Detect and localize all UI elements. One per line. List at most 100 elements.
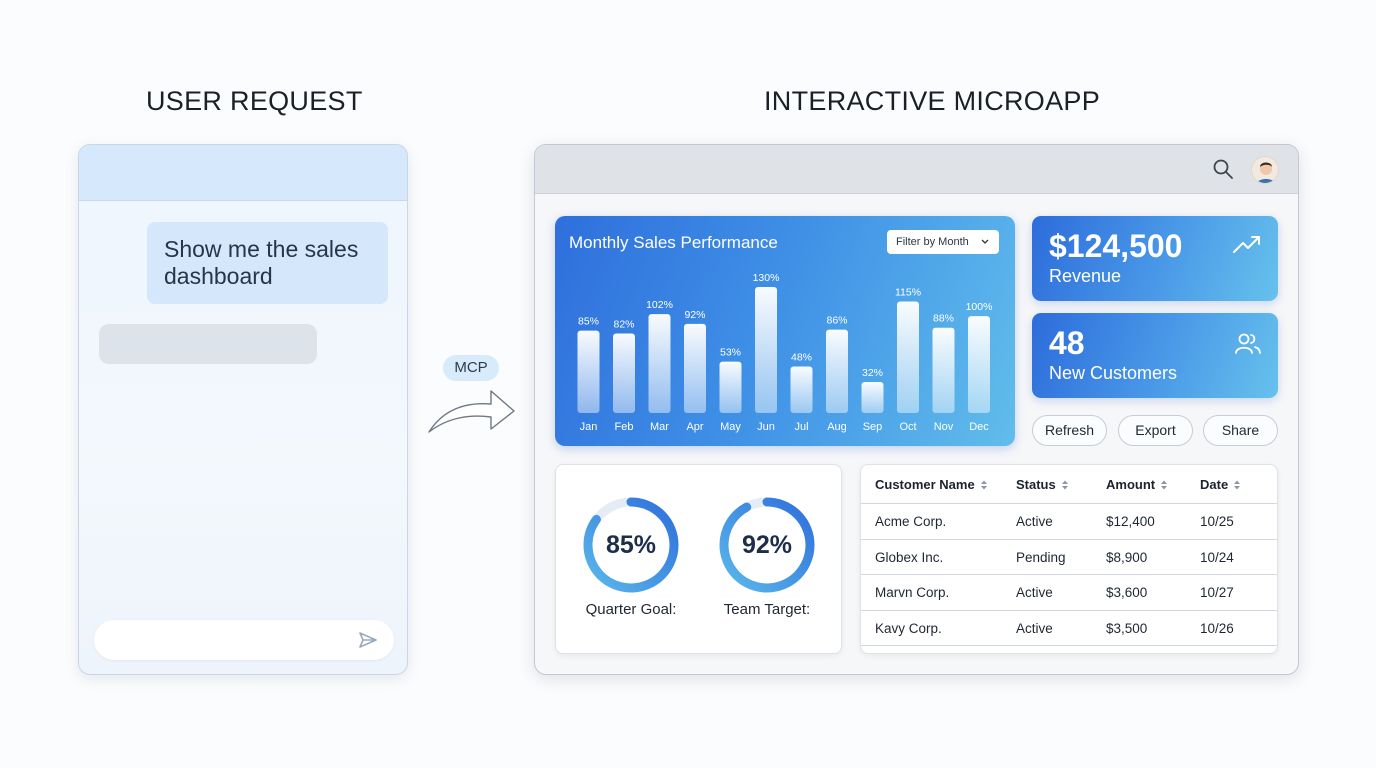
team-target-label: Team Target: bbox=[723, 601, 811, 618]
tick-label-jul: Jul bbox=[794, 421, 808, 433]
cell-status: Active bbox=[1016, 514, 1053, 529]
bar-oct[interactable] bbox=[897, 301, 919, 413]
user-request-heading: USER REQUEST bbox=[146, 86, 363, 116]
data-label-aug: 86% bbox=[826, 315, 847, 327]
quarter-goal-label: Quarter Goal: bbox=[585, 601, 677, 618]
data-label-jun: 130% bbox=[753, 272, 780, 284]
send-icon[interactable] bbox=[358, 630, 378, 650]
quarter-goal-gauge: 85% Quarter Goal: bbox=[576, 495, 686, 618]
bar-sep[interactable] bbox=[861, 381, 884, 413]
column-header-customer-name[interactable]: Customer Name bbox=[875, 465, 988, 505]
filter-by-month-dropdown[interactable]: Filter by Month bbox=[887, 230, 999, 254]
data-label-oct: 115% bbox=[895, 287, 921, 299]
bar-jun[interactable] bbox=[755, 287, 777, 413]
cell-status: Pending bbox=[1016, 549, 1066, 565]
cell-status: Active bbox=[1016, 585, 1053, 600]
revenue-label: Revenue bbox=[1049, 266, 1122, 286]
assistant-message-placeholder bbox=[99, 324, 317, 364]
users-icon bbox=[1235, 333, 1261, 354]
chat-panel: Show me the sales dashboard bbox=[78, 144, 408, 675]
tick-label-apr: Apr bbox=[686, 421, 703, 433]
column-header-amount[interactable]: Amount bbox=[1106, 465, 1168, 505]
tick-label-jan: Jan bbox=[580, 421, 598, 433]
filter-label: Filter by Month bbox=[896, 236, 969, 248]
column-header-status[interactable]: Status bbox=[1016, 465, 1069, 505]
refresh-button[interactable]: Refresh bbox=[1032, 415, 1107, 446]
cell-customer-name: Marvn Corp. bbox=[875, 585, 950, 600]
curved-arrow-icon bbox=[428, 390, 515, 433]
data-label-mar: 102% bbox=[646, 299, 673, 311]
table-row[interactable]: Marvn Corp. Active $3,600 10/27 bbox=[861, 575, 1277, 611]
export-button[interactable]: Export bbox=[1118, 415, 1193, 446]
new-customers-card: 48 New Customers bbox=[1032, 313, 1278, 398]
bar-feb[interactable] bbox=[613, 333, 635, 413]
bar-nov[interactable] bbox=[932, 327, 955, 413]
avatar-icon bbox=[1256, 162, 1276, 183]
team-target-ring bbox=[719, 497, 815, 593]
team-target-percent: 92% bbox=[741, 531, 793, 559]
bar-dec[interactable] bbox=[968, 316, 990, 413]
data-label-jul: 48% bbox=[791, 351, 812, 363]
table-row[interactable]: Acme Corp. Active $12,400 10/25 bbox=[861, 504, 1277, 540]
data-label-feb: 82% bbox=[613, 319, 634, 331]
column-header-date[interactable]: Date bbox=[1200, 465, 1241, 505]
cell-date: 10/24 bbox=[1200, 549, 1234, 565]
tick-label-aug: Aug bbox=[827, 421, 847, 433]
chevron-down-icon bbox=[981, 239, 989, 244]
chart-title: Monthly Sales Performance bbox=[569, 233, 778, 252]
data-label-nov: 88% bbox=[933, 313, 954, 325]
new-customers-value: 48 bbox=[1049, 325, 1085, 361]
customers-table: Customer Name Status Amount Date Acme Co… bbox=[860, 464, 1278, 654]
bar-chart: 85% Jan 82% Feb 102% Mar 92% Apr 53% May 130% Jun 48… bbox=[577, 272, 993, 433]
trend-up-icon bbox=[1233, 236, 1260, 253]
user-avatar[interactable] bbox=[1251, 156, 1279, 184]
tick-label-dec: Dec bbox=[969, 421, 989, 433]
cell-date: 10/25 bbox=[1200, 514, 1234, 529]
goals-card: 85% Quarter Goal: 92% Team Target: bbox=[555, 464, 842, 654]
user-message-bubble: Show me the sales dashboard bbox=[147, 222, 388, 304]
bar-mar[interactable] bbox=[648, 314, 671, 413]
revenue-value: $124,500 bbox=[1049, 228, 1183, 264]
bar-aug[interactable] bbox=[826, 329, 848, 413]
sort-icon bbox=[1061, 480, 1068, 490]
app-topbar bbox=[535, 145, 1298, 194]
tick-label-mar: Mar bbox=[650, 421, 669, 433]
cell-customer-name: Globex Inc. bbox=[875, 549, 944, 565]
monthly-sales-chart-card: 85% Jan 82% Feb 102% Mar 92% Apr 53% May 130% Jun 48… bbox=[555, 216, 1015, 446]
microapp-heading: INTERACTIVE MICROAPP bbox=[764, 86, 1101, 116]
cell-amount: $12,400 bbox=[1106, 514, 1155, 529]
cell-amount: $3,500 bbox=[1106, 620, 1148, 636]
quarter-goal-ring bbox=[583, 497, 679, 593]
data-label-may: 53% bbox=[720, 347, 741, 359]
table-row[interactable]: Kavy Corp. Active $3,500 10/26 bbox=[861, 611, 1277, 646]
bar-jul[interactable] bbox=[790, 366, 813, 413]
mcp-label: MCP bbox=[443, 355, 499, 381]
sort-icon bbox=[980, 480, 987, 490]
sort-icon bbox=[1161, 480, 1168, 490]
chat-header bbox=[79, 145, 407, 201]
data-label-jan: 85% bbox=[578, 316, 599, 328]
team-target-gauge: 92% Team Target: bbox=[712, 495, 822, 618]
chat-input[interactable] bbox=[94, 620, 394, 660]
tick-label-may: May bbox=[720, 421, 741, 433]
search-icon[interactable] bbox=[1212, 158, 1234, 180]
tick-label-sep: Sep bbox=[863, 421, 883, 433]
cell-status: Active bbox=[1016, 620, 1053, 636]
new-customers-label: New Customers bbox=[1049, 363, 1178, 383]
tick-label-oct: Oct bbox=[899, 421, 916, 433]
tick-label-nov: Nov bbox=[934, 421, 954, 433]
bar-apr[interactable] bbox=[684, 323, 706, 413]
data-label-sep: 32% bbox=[862, 367, 883, 379]
table-header-row: Customer Name Status Amount Date bbox=[861, 465, 1277, 505]
tick-label-jun: Jun bbox=[757, 421, 775, 433]
bar-jan[interactable] bbox=[577, 330, 600, 413]
sort-icon bbox=[1234, 480, 1241, 490]
table-row[interactable]: Globex Inc. Pending $8,900 10/24 bbox=[861, 540, 1277, 575]
microapp-window: 85% Jan 82% Feb 102% Mar 92% Apr 53% May 130% Jun 48… bbox=[534, 144, 1299, 675]
bar-may[interactable] bbox=[719, 361, 742, 413]
data-label-apr: 92% bbox=[684, 309, 705, 321]
data-label-dec: 100% bbox=[966, 301, 993, 313]
cell-customer-name: Kavy Corp. bbox=[875, 620, 942, 636]
cell-customer-name: Acme Corp. bbox=[875, 514, 947, 529]
share-button[interactable]: Share bbox=[1203, 415, 1278, 446]
